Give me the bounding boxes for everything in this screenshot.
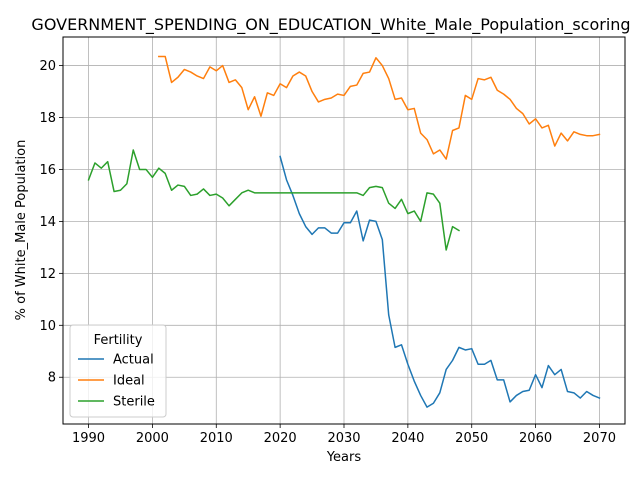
x-tick-label: 2050 [455, 431, 488, 446]
x-tick-label: 2000 [136, 431, 169, 446]
y-tick-label: 20 [39, 59, 56, 74]
legend: Fertility Actual Ideal Sterile [69, 324, 167, 418]
x-tick-label: 2010 [200, 431, 233, 446]
legend-label-ideal: Ideal [113, 374, 145, 389]
x-tick-label: 2020 [264, 431, 297, 446]
legend-label-actual: Actual [113, 353, 154, 368]
series-line-sterile [87, 149, 460, 251]
legend-label-sterile: Sterile [113, 395, 155, 410]
y-tick-label: 16 [39, 163, 56, 178]
legend-items: Actual Ideal Sterile [78, 353, 155, 410]
x-tick-label: 2030 [327, 431, 360, 446]
y-tick-label: 10 [39, 319, 56, 334]
y-tick-label: 18 [39, 111, 56, 126]
x-tick-label: 2040 [391, 431, 424, 446]
series-lines [87, 55, 601, 408]
x-tick-label: 2060 [519, 431, 552, 446]
series-line-actual [279, 155, 601, 408]
chart-title: GOVERNMENT_SPENDING_ON_EDUCATION_White_M… [31, 15, 630, 35]
legend-box [69, 324, 167, 418]
y-tick-label: 8 [48, 371, 56, 386]
y-axis: 8 10 12 14 16 18 20 [39, 59, 63, 386]
x-axis-title: Years [326, 450, 362, 465]
series-line-ideal [158, 55, 601, 160]
x-tick-label: 1990 [72, 431, 105, 446]
y-tick-label: 14 [39, 215, 56, 230]
legend-title: Fertility [94, 333, 143, 348]
x-axis: 1990 2000 2010 2020 2030 2040 2050 2060 2070 [72, 424, 616, 446]
grid [63, 37, 625, 424]
y-tick-label: 12 [39, 267, 56, 282]
x-tick-label: 2070 [583, 431, 616, 446]
y-axis-title: % of White_Male Population [14, 140, 29, 321]
